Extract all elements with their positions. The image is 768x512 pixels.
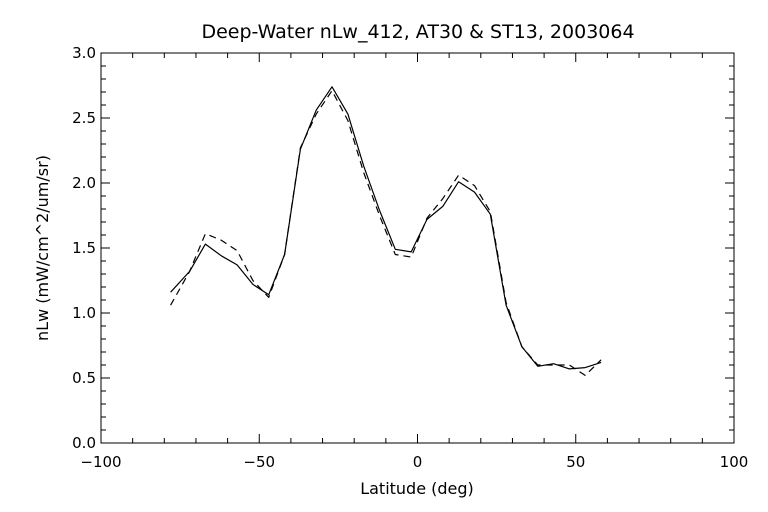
x-tick-label: −100 (80, 453, 121, 471)
x-axis-label: Latitude (deg) (360, 479, 474, 498)
x-tick-label: 0 (413, 453, 423, 471)
y-axis: 0.0 0.5 1.0 1.5 2.0 2.5 3.0 (72, 44, 734, 452)
y-tick-label: 2.5 (72, 109, 96, 127)
series-layer (170, 86, 602, 376)
y-tick-label: 0.5 (72, 369, 96, 387)
series-line-solid (170, 86, 602, 370)
series-line-dashed (170, 90, 602, 376)
plot-frame (100, 52, 735, 444)
chart-title: Deep-Water nLw_412, AT30 & ST13, 2003064 (201, 21, 634, 43)
y-tick-label: 3.0 (72, 44, 96, 62)
y-axis-label: nLw (mW/cm^2/um/sr) (33, 155, 52, 341)
y-tick-label: 0.0 (72, 434, 96, 452)
y-tick-label: 2.0 (72, 174, 96, 192)
y-tick-label: 1.5 (72, 239, 96, 257)
x-tick-label: −50 (243, 453, 275, 471)
x-axis: −100 −50 0 50 100 (80, 53, 748, 471)
x-tick-label: 50 (566, 453, 585, 471)
y-tick-label: 1.0 (72, 304, 96, 322)
x-tick-label: 100 (720, 453, 749, 471)
